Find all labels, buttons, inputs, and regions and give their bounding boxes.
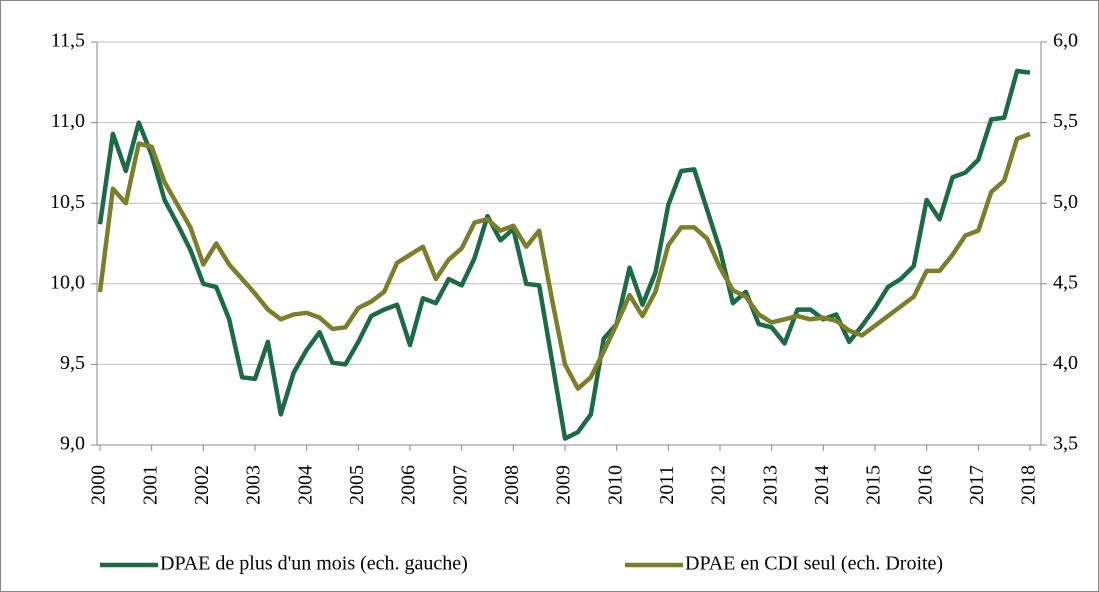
x-tick-label: 2001 [139, 465, 161, 505]
x-tick-label: 2017 [966, 465, 988, 505]
y2-tick-label: 6,0 [1053, 30, 1078, 52]
legend-label: DPAE de plus d'un mois (ech. gauche) [160, 553, 468, 575]
x-tick-label: 2015 [863, 465, 885, 505]
x-tick-label: 2002 [191, 465, 213, 505]
y2-tick-label: 4,0 [1053, 352, 1078, 374]
series-line [97, 68, 1031, 441]
y-tick-label: 11,5 [51, 30, 85, 52]
y2-tick-label: 3,5 [1053, 433, 1078, 455]
x-tick-label: 2012 [708, 465, 730, 505]
y-tick-label: 10,5 [50, 191, 85, 213]
x-tick-label: 2014 [811, 465, 833, 505]
x-tick-label: 2000 [88, 465, 110, 505]
y2-tick-label: 5,5 [1053, 110, 1078, 132]
y-tick-label: 9,5 [60, 352, 85, 374]
x-tick-label: 2011 [656, 465, 678, 504]
y-tick-label: 9,0 [60, 433, 85, 455]
x-tick-label: 2006 [398, 465, 420, 505]
y-tick-label: 10,0 [50, 271, 85, 293]
y2-tick-label: 4,5 [1053, 271, 1078, 293]
x-tick-label: 2003 [243, 465, 265, 505]
x-tick-label: 2007 [449, 465, 471, 505]
y2-tick-label: 5,0 [1053, 191, 1078, 213]
x-tick-label: 2005 [346, 465, 368, 505]
y-tick-label: 11,0 [51, 110, 85, 132]
x-tick-label: 2004 [294, 465, 316, 505]
x-tick-label: 2008 [501, 465, 523, 505]
series-line [97, 131, 1031, 391]
legend-label: DPAE en CDI seul (ech. Droite) [685, 553, 943, 575]
x-tick-label: 2018 [1018, 465, 1040, 505]
x-tick-label: 2010 [604, 465, 626, 505]
x-tick-label: 2016 [914, 465, 936, 505]
x-tick-label: 2013 [759, 465, 781, 505]
x-tick-label: 2009 [553, 465, 575, 505]
